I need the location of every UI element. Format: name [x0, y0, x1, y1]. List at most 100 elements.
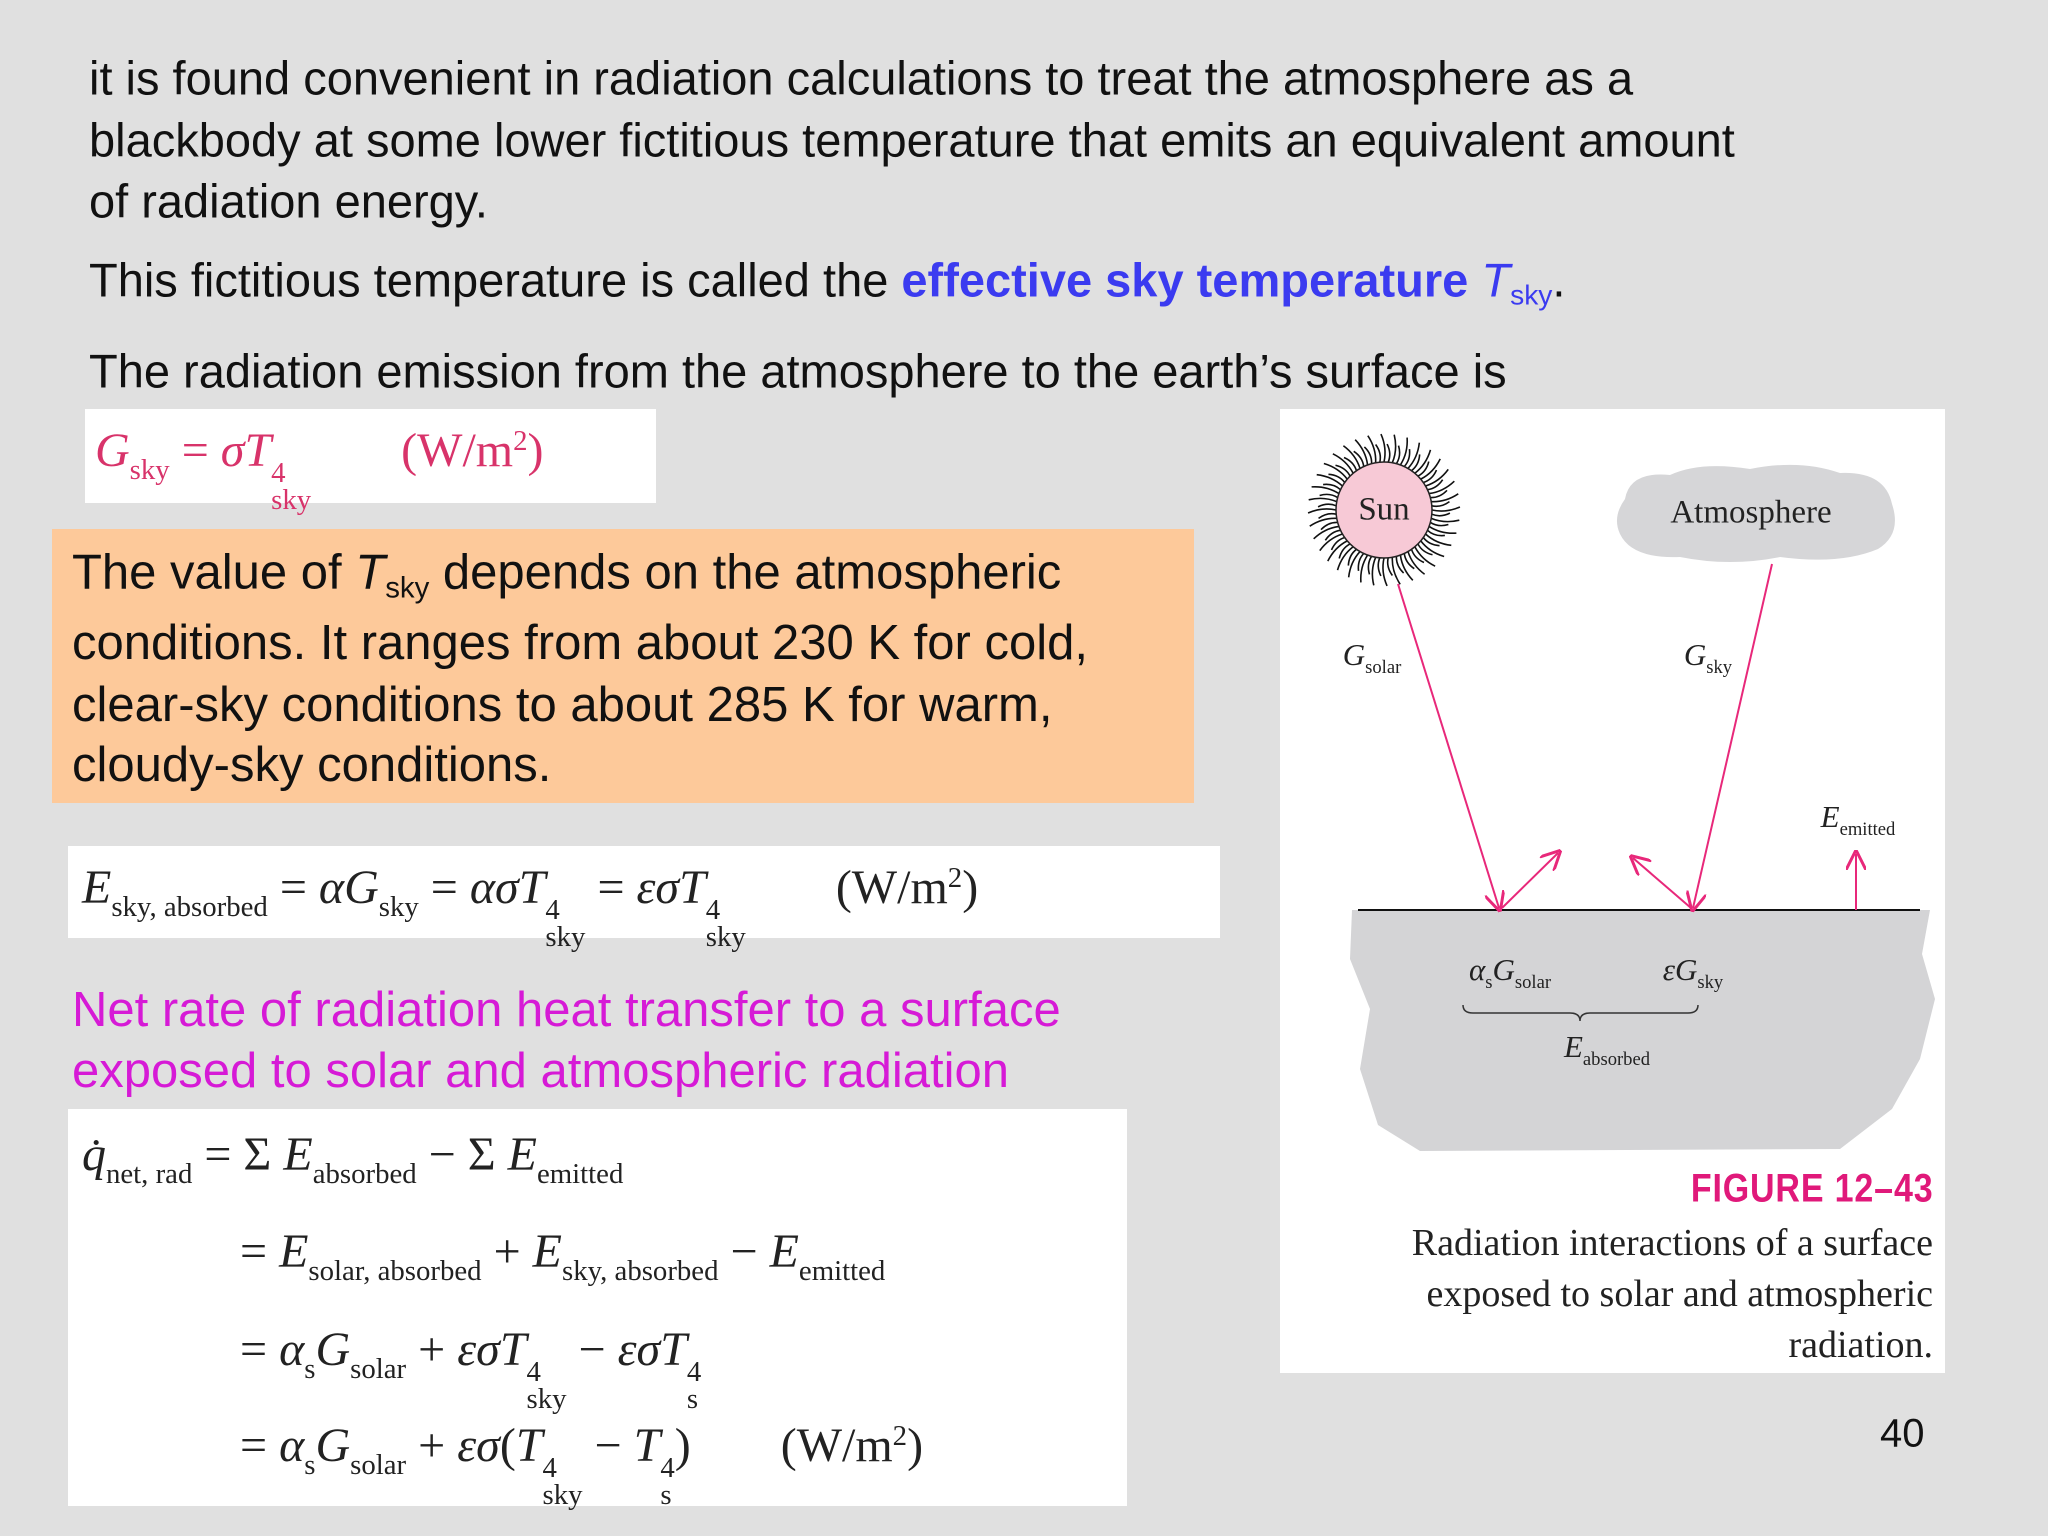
subscript: solar	[350, 1448, 407, 1481]
page-number: 40	[1880, 1411, 1925, 1456]
eq-token: (	[500, 1419, 516, 1472]
script: sky	[378, 890, 419, 923]
atmosphere-label: Atmosphere	[1670, 494, 1832, 531]
superscript: 4	[686, 1355, 702, 1388]
sun-ray	[1428, 525, 1457, 535]
sun-ray	[1422, 537, 1440, 547]
subscript: absorbed	[1582, 1049, 1651, 1071]
reflected-ray	[1501, 853, 1558, 909]
sun-ray	[1317, 503, 1337, 508]
script: s	[304, 1450, 315, 1479]
eq-token: =	[419, 861, 470, 914]
unit: )	[962, 861, 979, 914]
sun-ray	[1403, 553, 1415, 570]
script: 4 sky	[526, 1355, 567, 1414]
variable: G	[1683, 636, 1707, 672]
sun-ray	[1354, 439, 1369, 466]
sky-ray	[1693, 563, 1773, 908]
sun-ray	[1309, 517, 1337, 527]
subscript: sky	[545, 921, 586, 954]
sun-ray	[1403, 449, 1411, 468]
sun-ray	[1420, 458, 1441, 480]
variable: G	[1342, 636, 1366, 672]
operator: − Σ	[416, 1128, 508, 1181]
note-line: conditions. It ranges from about 230 K f…	[72, 616, 1088, 670]
script: 4 sky	[706, 895, 746, 952]
operator: =	[267, 861, 319, 914]
sun-ray	[1336, 546, 1354, 571]
note-box: The value of Tsky depends on the atmosph…	[52, 529, 1194, 803]
sun-ray	[1425, 468, 1449, 487]
sun-ray	[1320, 521, 1338, 531]
superscript: 4	[526, 1355, 541, 1388]
variable: ασT	[469, 861, 546, 914]
script: solar	[350, 1354, 406, 1383]
variable: E	[82, 861, 112, 914]
sun-ray	[1399, 437, 1409, 466]
sun-ray	[1431, 500, 1450, 508]
subscript: s	[660, 1479, 672, 1512]
term: effective sky temperature	[901, 253, 1469, 307]
sun-ray	[1347, 551, 1361, 578]
symbol: Tsky	[355, 545, 429, 605]
eq-token: =	[268, 861, 319, 914]
operator: =	[240, 1419, 280, 1472]
eq-token: εσT 4 sky	[637, 861, 746, 952]
eq-token: +	[482, 1225, 533, 1278]
script: absorbed	[1583, 1051, 1650, 1069]
variable: G	[1492, 951, 1515, 987]
operator: −	[718, 1225, 770, 1278]
subscript: sky	[378, 890, 419, 923]
script: sky	[1697, 974, 1723, 992]
script: 2	[893, 1422, 907, 1451]
sun-ray	[1318, 512, 1337, 520]
subscript: solar	[1514, 972, 1552, 994]
variable: G	[315, 1419, 351, 1472]
eq-token: εσT 4 sky	[457, 1323, 566, 1414]
sun-ray	[1332, 453, 1354, 474]
sun-ray	[1417, 461, 1430, 477]
superscript: 4	[271, 456, 286, 489]
variable: G	[315, 1323, 351, 1376]
eq-token: −	[719, 1225, 770, 1278]
subscript: s	[304, 1352, 316, 1385]
eq-token: =	[240, 1419, 279, 1472]
sun-ray	[1363, 446, 1373, 464]
brace	[1462, 1004, 1699, 1022]
emission-intro: The radiation emission from the atmosphe…	[89, 344, 1507, 398]
symbol-main: T	[355, 545, 386, 600]
subscript: net, rad	[106, 1157, 193, 1190]
definition: This fictitious temperature is called th…	[89, 252, 1565, 311]
eq-token: =	[240, 1225, 279, 1278]
intro-line: of radiation energy.	[89, 174, 488, 228]
variable: εG	[1662, 951, 1698, 987]
sun-ray	[1328, 473, 1346, 483]
script: 4 sky	[545, 895, 586, 954]
variable: q̇	[82, 1128, 106, 1181]
sun-ray	[1426, 529, 1445, 537]
script: emitted	[1840, 821, 1896, 839]
sun-ray	[1342, 445, 1361, 469]
eq-token: − Σ	[417, 1128, 508, 1181]
sun-ray	[1380, 433, 1386, 463]
operator: = Σ	[192, 1128, 284, 1181]
variable: αG	[318, 861, 379, 914]
variable: εσT	[617, 1323, 687, 1376]
variable: E	[1563, 1028, 1583, 1064]
subscript: sky, absorbed	[111, 890, 268, 923]
note-line: clear-sky conditions to about 285 K for …	[72, 678, 1053, 732]
